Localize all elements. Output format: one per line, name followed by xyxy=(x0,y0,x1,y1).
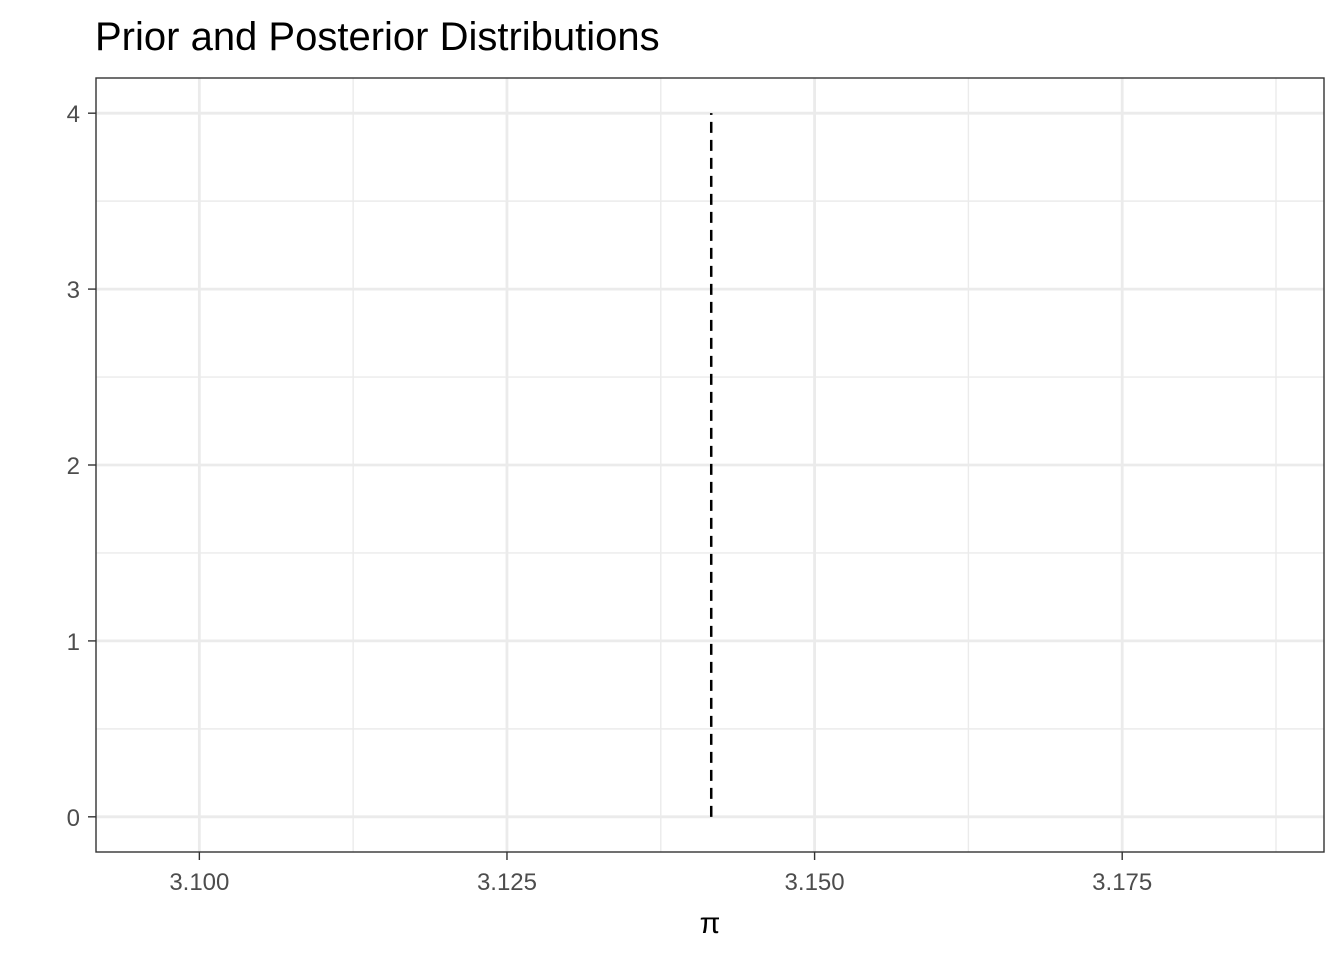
tick-labels: 3.100 3.125 3.150 3.175 0 1 2 3 4 xyxy=(67,101,1153,896)
y-tick-label: 3 xyxy=(67,277,80,304)
y-tick-label: 0 xyxy=(67,805,80,832)
axis-ticks xyxy=(88,112,1123,860)
x-tick-label: 3.125 xyxy=(477,869,537,896)
x-tick-label: 3.100 xyxy=(169,869,229,896)
chart-title: Prior and Posterior Distributions xyxy=(95,15,660,59)
x-tick-label: 3.150 xyxy=(785,869,845,896)
x-axis-label: π xyxy=(700,907,721,940)
y-tick-label: 4 xyxy=(67,101,80,128)
x-tick-label: 3.175 xyxy=(1092,869,1152,896)
y-tick-label: 1 xyxy=(67,629,80,656)
y-tick-label: 2 xyxy=(67,453,80,480)
